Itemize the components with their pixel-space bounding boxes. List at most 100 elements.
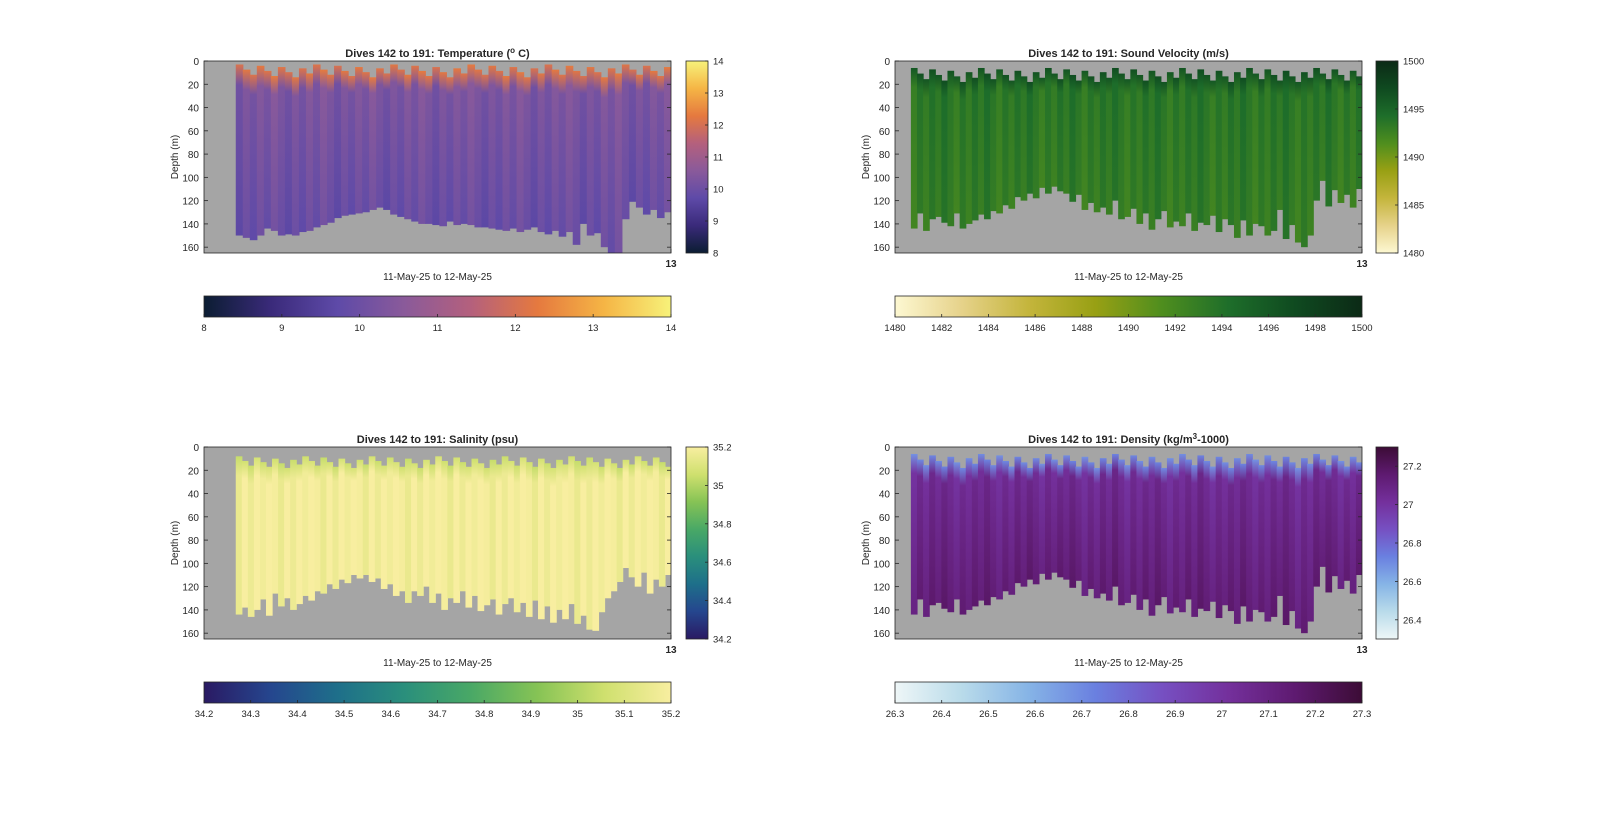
y-tick-label: 100 [182, 173, 199, 184]
y-axis-label: Depth (m) [170, 135, 181, 179]
x-axis-label: 11-May-25 to 12-May-25 [1074, 658, 1183, 669]
data-column [291, 77, 300, 236]
data-column [1069, 74, 1077, 202]
data-column [380, 465, 388, 589]
data-column [977, 453, 985, 601]
data-column [1020, 462, 1028, 587]
data-column [1282, 70, 1290, 240]
y-tick-label: 100 [873, 173, 890, 184]
x-axis-label: 11-May-25 to 12-May-25 [1074, 272, 1183, 283]
colorbar-tick-label: 1488 [1071, 323, 1092, 334]
data-column [1051, 459, 1058, 573]
data-column [447, 465, 454, 599]
data-column [1258, 79, 1266, 227]
data-column [1160, 467, 1168, 598]
colorbar-tick-label: 27.2 [1403, 462, 1422, 473]
data-column [1063, 69, 1070, 194]
data-column [1099, 458, 1107, 594]
data-column [1142, 466, 1150, 600]
colorbar-tick-label: 27.2 [1306, 709, 1325, 720]
panel-salinity: 0 20 40 60 80 100 120 140 160 13 Depth (m) 11-May-2… [170, 434, 732, 720]
data-column [531, 466, 539, 601]
data-column [1026, 81, 1034, 194]
data-column [278, 463, 285, 607]
data-column [235, 64, 244, 236]
y-tick-label: 140 [182, 606, 199, 617]
data-column [990, 465, 997, 598]
data-column [1026, 467, 1034, 580]
data-column [1045, 453, 1052, 580]
data-column [947, 70, 955, 227]
data-column [586, 67, 595, 236]
colorbar-tick-label: 14 [713, 57, 724, 68]
y-tick-label: 40 [879, 490, 891, 501]
colorbar-tick-label: 26.6 [1026, 709, 1045, 720]
data-column [1185, 73, 1192, 214]
colorbar-tick-label: 10 [713, 185, 724, 196]
data-column [558, 74, 567, 237]
data-column [256, 65, 265, 236]
x-axis-label: 11-May-25 to 12-May-25 [383, 272, 492, 283]
data-column [1343, 466, 1351, 581]
y-tick-label: 140 [182, 220, 199, 231]
data-column [916, 73, 924, 214]
data-column [1294, 81, 1302, 243]
y-tick-label: 60 [879, 127, 891, 138]
data-column [341, 70, 349, 216]
y-tick-label: 20 [879, 466, 891, 477]
colorbar-tick-label: 13 [713, 89, 724, 100]
data-column [1075, 466, 1083, 581]
data-column [507, 460, 515, 599]
data-column [446, 77, 454, 222]
data-column [1166, 72, 1174, 228]
data-column [614, 73, 623, 253]
data-column [663, 67, 671, 213]
colorbar-tick-label: 1490 [1403, 153, 1424, 164]
data-column [1301, 72, 1308, 248]
data-column [600, 77, 609, 248]
colorbar-tick-label: 1482 [931, 323, 952, 334]
colorbar-tick-label: 11 [713, 153, 723, 164]
data-column [941, 80, 949, 223]
colorbar-tick-label: 26.8 [1403, 539, 1422, 550]
y-tick-label: 60 [188, 127, 200, 138]
y-tick-label: 120 [182, 197, 199, 208]
temperature-vertical-colorbar [685, 60, 709, 254]
colorbar-tick-label: 26.4 [1403, 615, 1422, 626]
salinity-data-columns [235, 456, 671, 631]
data-column [1209, 80, 1217, 216]
data-column [1099, 72, 1107, 208]
sound-velocity-data-columns [910, 67, 1362, 248]
data-column [392, 462, 400, 596]
data-column [1020, 76, 1028, 201]
data-column [1355, 76, 1362, 189]
data-column [1002, 460, 1010, 592]
data-column [996, 69, 1003, 214]
y-tick-label: 0 [884, 443, 890, 454]
colorbar-tick-label: 34.8 [475, 709, 494, 720]
data-column [516, 72, 525, 233]
data-column [1148, 456, 1156, 616]
data-column [1136, 74, 1144, 224]
data-column [1179, 453, 1186, 613]
data-column [465, 466, 473, 608]
data-column [935, 460, 942, 603]
data-column [404, 74, 412, 220]
x-axis-label: 11-May-25 to 12-May-25 [383, 658, 492, 669]
data-column [616, 467, 624, 582]
data-column [411, 65, 419, 222]
data-column [495, 464, 503, 615]
data-column [1313, 453, 1320, 587]
colorbar-tick-label: 26.5 [979, 709, 998, 720]
data-column [481, 74, 490, 228]
data-column [1185, 459, 1192, 600]
data-column [971, 463, 979, 607]
data-column [965, 72, 973, 224]
y-tick-label: 40 [188, 490, 200, 501]
data-column [350, 467, 358, 575]
data-column [348, 76, 356, 215]
y-tick-label: 140 [873, 606, 890, 617]
data-column [320, 69, 328, 226]
data-column [1154, 76, 1162, 220]
colorbar-tick-label: 34.8 [713, 519, 732, 530]
